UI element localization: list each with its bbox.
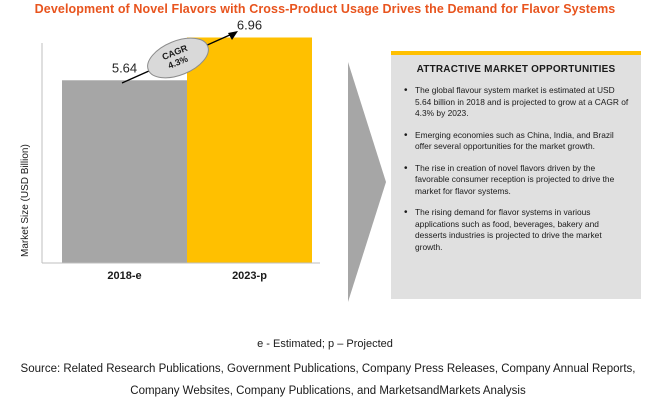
panel-title: ATTRACTIVE MARKET OPPORTUNITIES [416,64,616,75]
y-axis-label: Market Size (USD Billion) [20,144,31,257]
page-title: Development of Novel Flavors with Cross-… [34,2,616,16]
growth-arrowhead-icon [228,31,238,40]
bar-chart: 5.64 2018-e 6.96 2023-p CAGR 4.3% Market Size… [0,20,330,290]
list-item: The global flavour system market is esti… [403,85,631,120]
category-label: 2018-e [107,270,141,282]
data-label: 5.64 [112,60,137,75]
cagr-bubble [147,37,209,79]
list-item: The rising demand for flavor systems in … [403,207,631,253]
opportunities-panel: ATTRACTIVE MARKET OPPORTUNITIES The glob… [391,51,641,299]
bar [62,80,187,263]
list-item: Emerging economies such as China, India,… [403,130,631,153]
bar [187,37,312,263]
list-item: The rise in creation of novel flavors dr… [403,163,631,198]
source-note: Source: Related Research Publications, G… [20,363,636,397]
chevron-arrow-icon [348,62,386,302]
legend-note: e - Estimated; p – Projected [257,338,393,350]
opportunities-list: The global flavour system market is esti… [403,85,631,263]
data-label: 6.96 [237,20,262,32]
category-label: 2023-p [232,270,267,282]
